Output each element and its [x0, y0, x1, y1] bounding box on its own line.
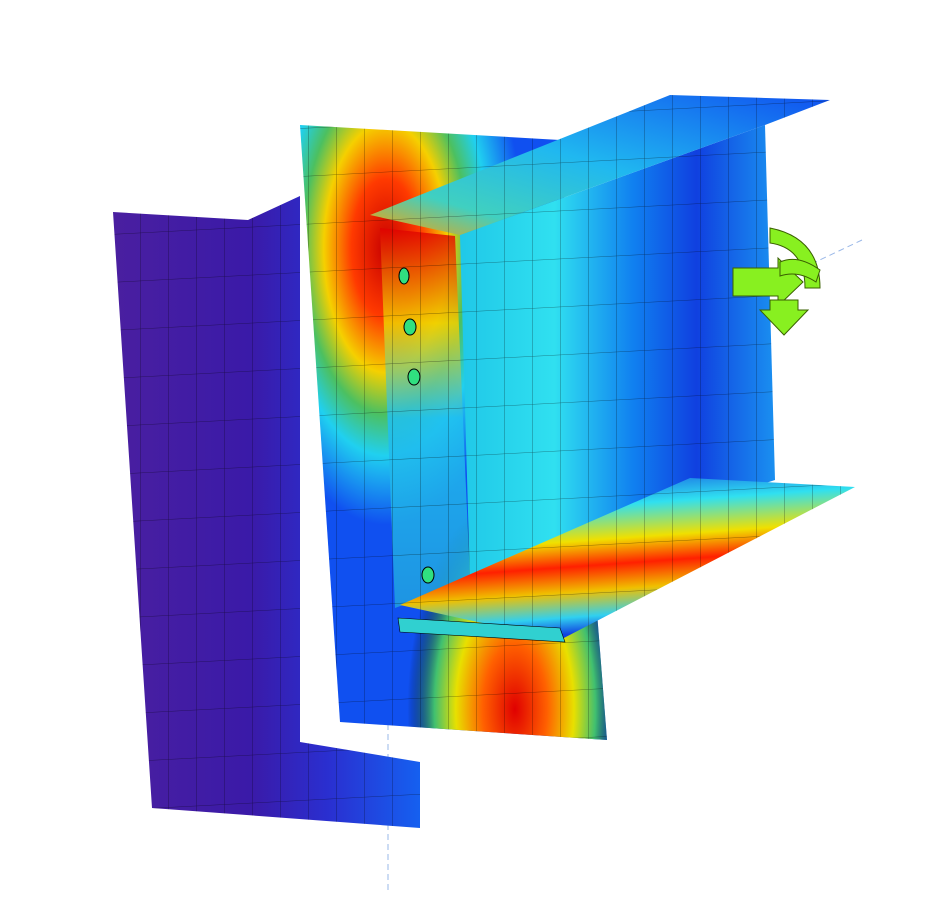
- mesh-overlay: [460, 125, 775, 580]
- mesh-overlay: [400, 478, 855, 640]
- mesh-overlay: [113, 196, 420, 828]
- mesh-overlay: [370, 95, 830, 235]
- bottom-flange-edge: [397, 617, 566, 643]
- moment-arrow: [732, 227, 821, 336]
- mesh-overlay: [380, 228, 470, 608]
- bolt-holes: [398, 267, 435, 584]
